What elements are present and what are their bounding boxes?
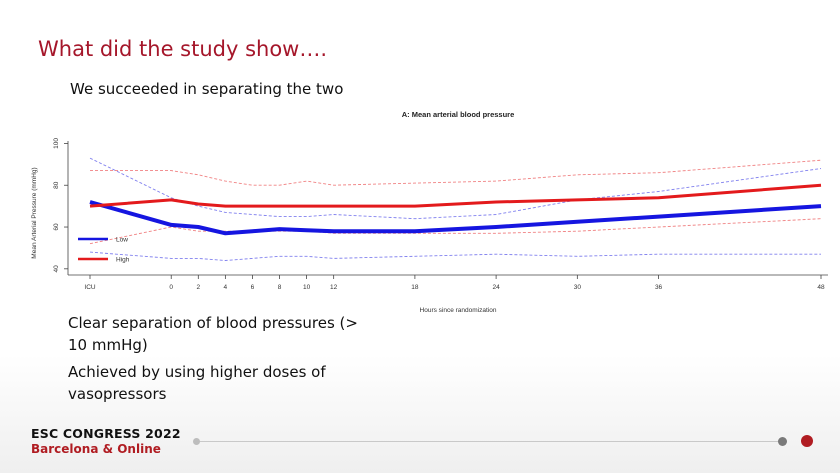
legend-low-label: Low — [116, 237, 128, 244]
x-tick-label: 48 — [817, 284, 825, 291]
y-tick-label: 40 — [53, 265, 60, 273]
progress-start-dot — [193, 438, 200, 445]
congress-name: ESC CONGRESS 2022 — [31, 426, 181, 441]
note-separation: Clear separation of blood pressures (> 1… — [68, 314, 358, 354]
congress-location: Barcelona & Online — [31, 442, 161, 456]
x-tick-label: 30 — [574, 284, 582, 291]
chart-y-axis-label: Mean Arterial Pressure (mmHg) — [31, 167, 38, 258]
chart-background — [28, 103, 840, 318]
chart-title: A: Mean arterial blood pressure — [402, 110, 515, 119]
chart-x-axis-label: Hours since randomization — [420, 307, 497, 314]
x-tick-label: 8 — [278, 284, 282, 291]
series-high-line — [89, 183, 822, 208]
x-tick-label: 6 — [251, 284, 255, 291]
x-tick-label: 0 — [169, 284, 173, 291]
x-tick-label: 10 — [303, 284, 311, 291]
progress-line — [196, 441, 782, 442]
chart-series — [89, 157, 822, 261]
congress-logo: ESC CONGRESS 2022 Barcelona & Online — [31, 426, 181, 456]
series-low-line — [89, 200, 822, 236]
x-tick-label: 4 — [224, 284, 228, 291]
slide-title: What did the study show…. — [38, 37, 328, 61]
series-high-lower-ci — [89, 218, 822, 245]
chart-legend: Low High — [78, 237, 130, 264]
series-low-lower-ci — [89, 251, 821, 261]
y-tick-label: 80 — [53, 181, 60, 189]
x-tick-label: 2 — [196, 284, 200, 291]
x-tick-label: 36 — [655, 284, 663, 291]
x-tick-label: 12 — [330, 284, 338, 291]
progress-mid-dot — [778, 437, 787, 446]
x-tick-label: 18 — [411, 284, 419, 291]
mean-arterial-pressure-chart: A: Mean arterial blood pressure Mean Art… — [28, 103, 840, 318]
x-tick-label: ICU — [84, 284, 96, 291]
progress-end-dot — [801, 435, 813, 447]
note-vasopressors: Achieved by using higher doses of vasopr… — [68, 363, 326, 403]
x-tick-label: 24 — [492, 284, 500, 291]
y-tick-label: 60 — [53, 223, 60, 231]
legend-high-label: High — [116, 257, 130, 264]
y-tick-label: 100 — [53, 138, 60, 149]
